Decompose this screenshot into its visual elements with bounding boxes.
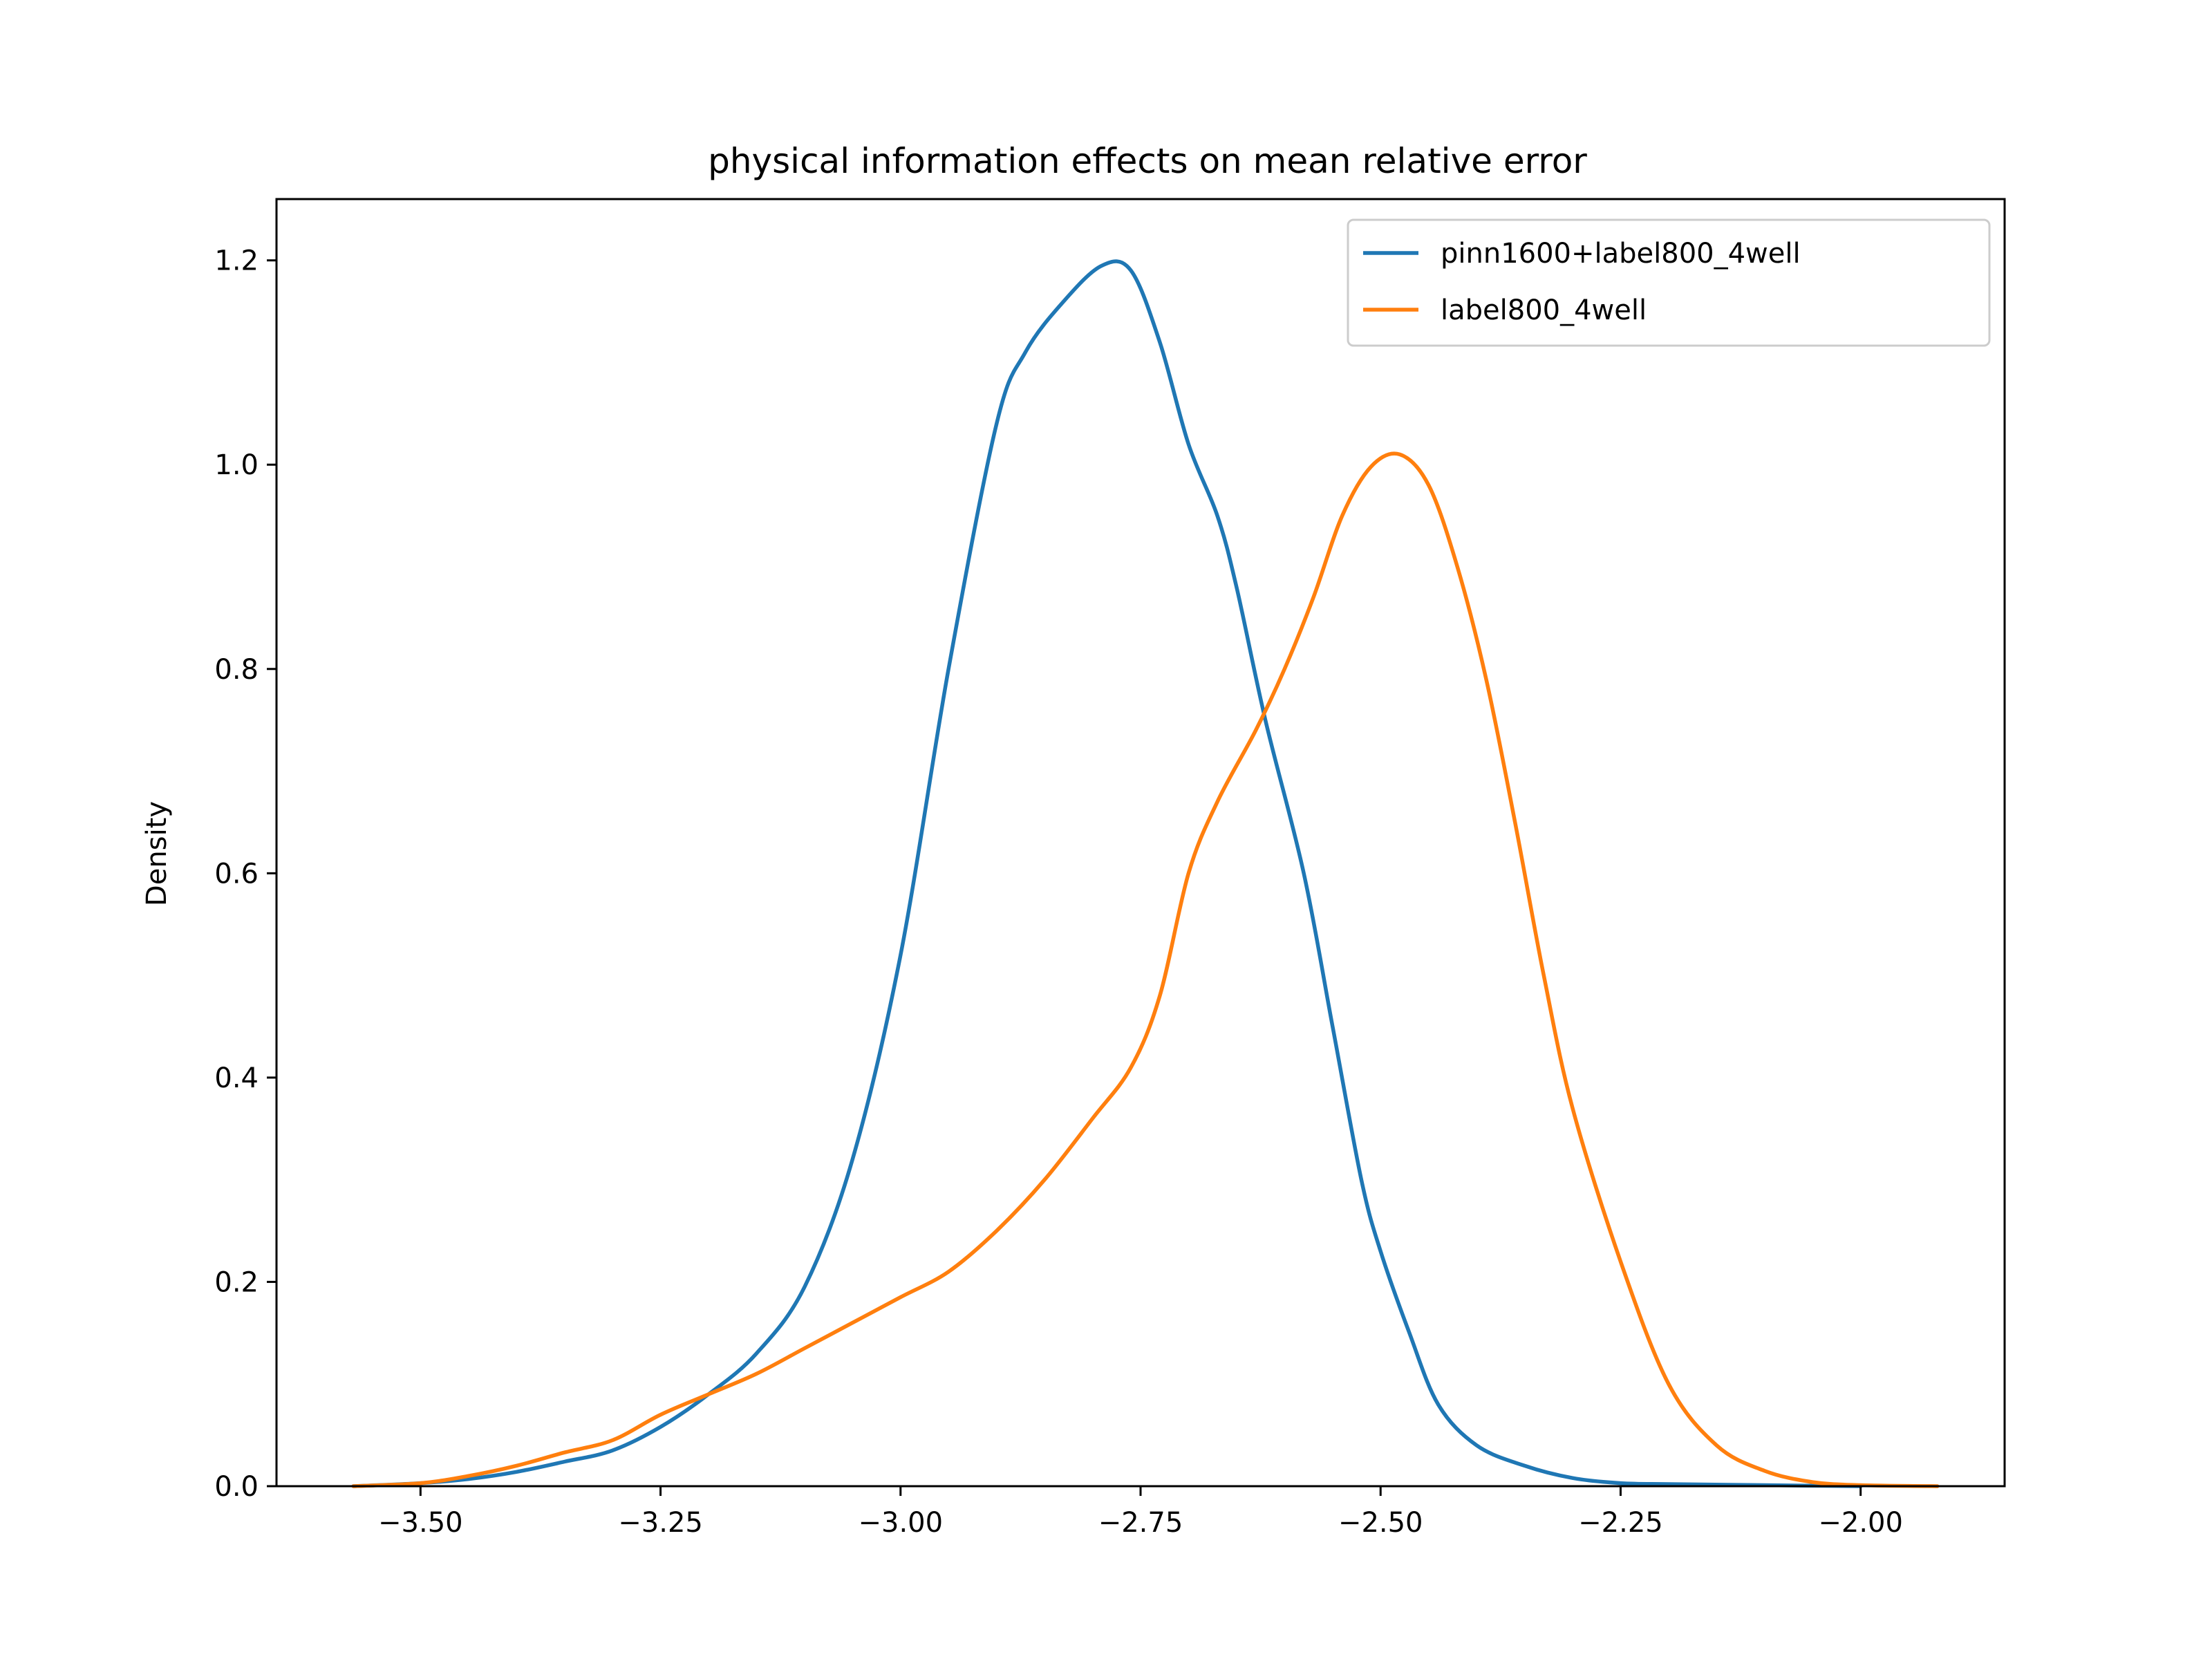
y-tick-label: 1.0: [214, 449, 259, 481]
y-tick-label: 0.8: [214, 654, 259, 686]
x-tick-label: −2.50: [1338, 1507, 1423, 1539]
legend-label-1: label800_4well: [1441, 294, 1647, 326]
x-tick-label: −3.25: [618, 1507, 703, 1539]
y-tick-label: 0.0: [214, 1471, 259, 1503]
legend-box: [1347, 218, 1991, 347]
chart-title: physical information effects on mean rel…: [708, 141, 1587, 181]
y-tick-label: 1.2: [214, 245, 259, 277]
x-tick-label: −2.75: [1098, 1507, 1183, 1539]
y-axis-label: Density: [141, 801, 173, 906]
y-tick-label: 0.2: [214, 1266, 259, 1298]
y-axis: 0.0 0.2 0.4 0.6 0.8 1.0 1.2: [214, 245, 276, 1503]
y-tick-label: 0.6: [214, 858, 259, 890]
x-tick-label: −2.25: [1578, 1507, 1663, 1539]
x-tick-label: −2.00: [1818, 1507, 1903, 1539]
x-tick-label: −3.00: [858, 1507, 943, 1539]
x-tick-label: −3.50: [378, 1507, 463, 1539]
legend-label-0: pinn1600+label800_4well: [1441, 238, 1801, 270]
series-layer: [351, 259, 1940, 1488]
x-axis: −3.50 −3.25 −3.00 −2.75 −2.50 −2.25 −2.00: [378, 1486, 1903, 1539]
y-tick-label: 0.4: [214, 1062, 259, 1094]
legend: pinn1600+label800_4well label800_4well: [1347, 218, 1991, 347]
series-line-1: [351, 451, 1940, 1488]
